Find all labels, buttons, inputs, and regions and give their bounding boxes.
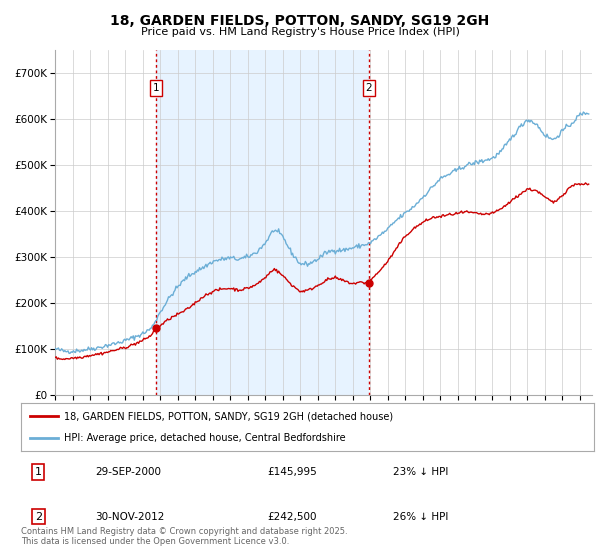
Text: 29-SEP-2000: 29-SEP-2000	[95, 467, 161, 477]
Text: HPI: Average price, detached house, Central Bedfordshire: HPI: Average price, detached house, Cent…	[64, 433, 346, 443]
Text: 1: 1	[35, 467, 41, 477]
Text: £145,995: £145,995	[268, 467, 317, 477]
Text: 1: 1	[152, 83, 159, 93]
Text: 18, GARDEN FIELDS, POTTON, SANDY, SG19 2GH (detached house): 18, GARDEN FIELDS, POTTON, SANDY, SG19 2…	[64, 411, 393, 421]
Text: 26% ↓ HPI: 26% ↓ HPI	[394, 512, 449, 521]
Text: 23% ↓ HPI: 23% ↓ HPI	[394, 467, 449, 477]
Text: 30-NOV-2012: 30-NOV-2012	[95, 512, 165, 521]
Text: 2: 2	[35, 512, 42, 521]
Text: Price paid vs. HM Land Registry's House Price Index (HPI): Price paid vs. HM Land Registry's House …	[140, 27, 460, 37]
Text: Contains HM Land Registry data © Crown copyright and database right 2025.
This d: Contains HM Land Registry data © Crown c…	[21, 526, 347, 546]
Text: 18, GARDEN FIELDS, POTTON, SANDY, SG19 2GH: 18, GARDEN FIELDS, POTTON, SANDY, SG19 2…	[110, 14, 490, 28]
Text: 2: 2	[365, 83, 372, 93]
Text: £242,500: £242,500	[268, 512, 317, 521]
Bar	[156, 50, 368, 395]
